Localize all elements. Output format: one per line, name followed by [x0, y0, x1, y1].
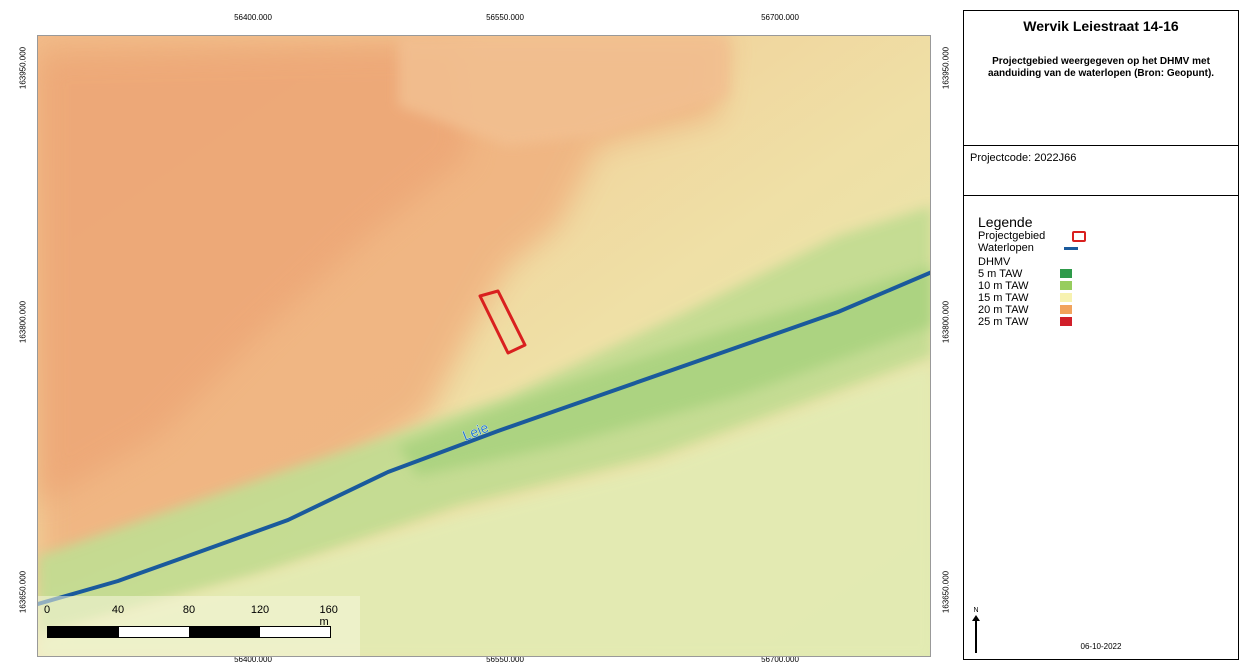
legend-label: 15 m TAW	[978, 292, 1029, 304]
scale-bar-segments	[47, 626, 331, 638]
legend-item-dhmv-class: 20 m TAW	[978, 304, 1218, 316]
legend-item-project-area: Projectgebied	[978, 230, 1218, 242]
project-area-outline[interactable]	[478, 289, 527, 355]
north-label: N	[973, 607, 979, 614]
legend-label: 25 m TAW	[978, 316, 1029, 328]
x-coord-top-1: 56400.000	[234, 13, 272, 22]
river-waterloop	[38, 270, 930, 606]
legend-item-dhmv-class: 25 m TAW	[978, 316, 1218, 328]
y-coord-right-3: 163650.000	[941, 570, 951, 614]
scale-segment-white	[118, 627, 189, 637]
y-coord-left-2: 163800.000	[18, 300, 28, 344]
legend-label: Waterlopen	[978, 242, 1034, 254]
lowland-south	[38, 366, 930, 656]
color-swatch-icon	[1060, 293, 1072, 302]
north-arrow: N	[970, 607, 982, 655]
y-coord-left-3: 163650.000	[18, 570, 28, 614]
legend-item-dhmv-class: 15 m TAW	[978, 292, 1218, 304]
north-arrow-shaft-icon	[975, 617, 977, 653]
y-coord-left-1: 163950.000	[18, 46, 28, 90]
waterway-line-icon	[1064, 247, 1078, 250]
scale-segment-black	[48, 627, 119, 637]
legend-label: 20 m TAW	[978, 304, 1029, 316]
scale-segment-white	[259, 627, 330, 637]
y-coord-right-2: 163800.000	[941, 300, 951, 344]
legend-title: Legende	[978, 214, 1033, 230]
scale-label-0: 0	[43, 604, 51, 616]
color-swatch-icon	[1060, 317, 1072, 326]
x-coord-bottom-3: 56700.000	[761, 655, 799, 664]
legend-dhmv-title: DHMV	[978, 256, 1011, 268]
color-swatch-icon	[1060, 281, 1072, 290]
legend-label: Projectgebied	[978, 230, 1046, 242]
elevation-map: Leie	[38, 36, 930, 656]
project-code: Projectcode: 2022J66	[970, 152, 1077, 164]
x-coord-bottom-2: 56550.000	[486, 655, 524, 664]
x-coord-top-3: 56700.000	[761, 13, 799, 22]
scale-label-80: 80	[182, 604, 196, 616]
legend: Legende Projectgebied Waterlopen DHMV 5 …	[978, 214, 1218, 328]
x-coord-bottom-1: 56400.000	[234, 655, 272, 664]
color-swatch-icon	[1060, 305, 1072, 314]
color-swatch-icon	[1060, 269, 1072, 278]
legend-item-dhmv-class: 5 m TAW	[978, 268, 1218, 280]
scale-segment-black	[189, 627, 260, 637]
legend-item-waterways: Waterlopen	[978, 242, 1218, 254]
high-ground-core	[38, 46, 468, 506]
scale-label-120: 120	[250, 604, 270, 616]
map-date: 06-10-2022	[1080, 642, 1122, 651]
scale-bar: 0 40 80 120 160 m	[38, 596, 360, 656]
project-area-symbol-icon	[1072, 231, 1086, 242]
title-box: Wervik Leiestraat 14-16 Projectgebied we…	[964, 11, 1238, 146]
scale-label-160: 160 m	[319, 604, 338, 628]
legend-label: 10 m TAW	[978, 280, 1029, 292]
high-ground-upper	[398, 36, 728, 146]
legend-label: 5 m TAW	[978, 268, 1023, 280]
dhmv-class-list: 5 m TAW 10 m TAW 15 m TAW 20 m TAW 25 m TAW	[978, 268, 1218, 328]
x-coord-top-2: 56550.000	[486, 13, 524, 22]
map-subtitle: Projectgebied weergegeven op het DHMV me…	[987, 56, 1215, 79]
legend-item-dhmv-class: 10 m TAW	[978, 280, 1218, 292]
map-info-panel: Wervik Leiestraat 14-16 Projectgebied we…	[963, 10, 1239, 660]
map-canvas[interactable]: Leie 0 40 80 120 160 m	[37, 35, 931, 657]
y-coord-right-1: 163950.000	[941, 46, 951, 90]
scale-label-40: 40	[111, 604, 125, 616]
map-title: Wervik Leiestraat 14-16	[1023, 18, 1179, 34]
project-code-box: Projectcode: 2022J66	[964, 146, 1238, 196]
